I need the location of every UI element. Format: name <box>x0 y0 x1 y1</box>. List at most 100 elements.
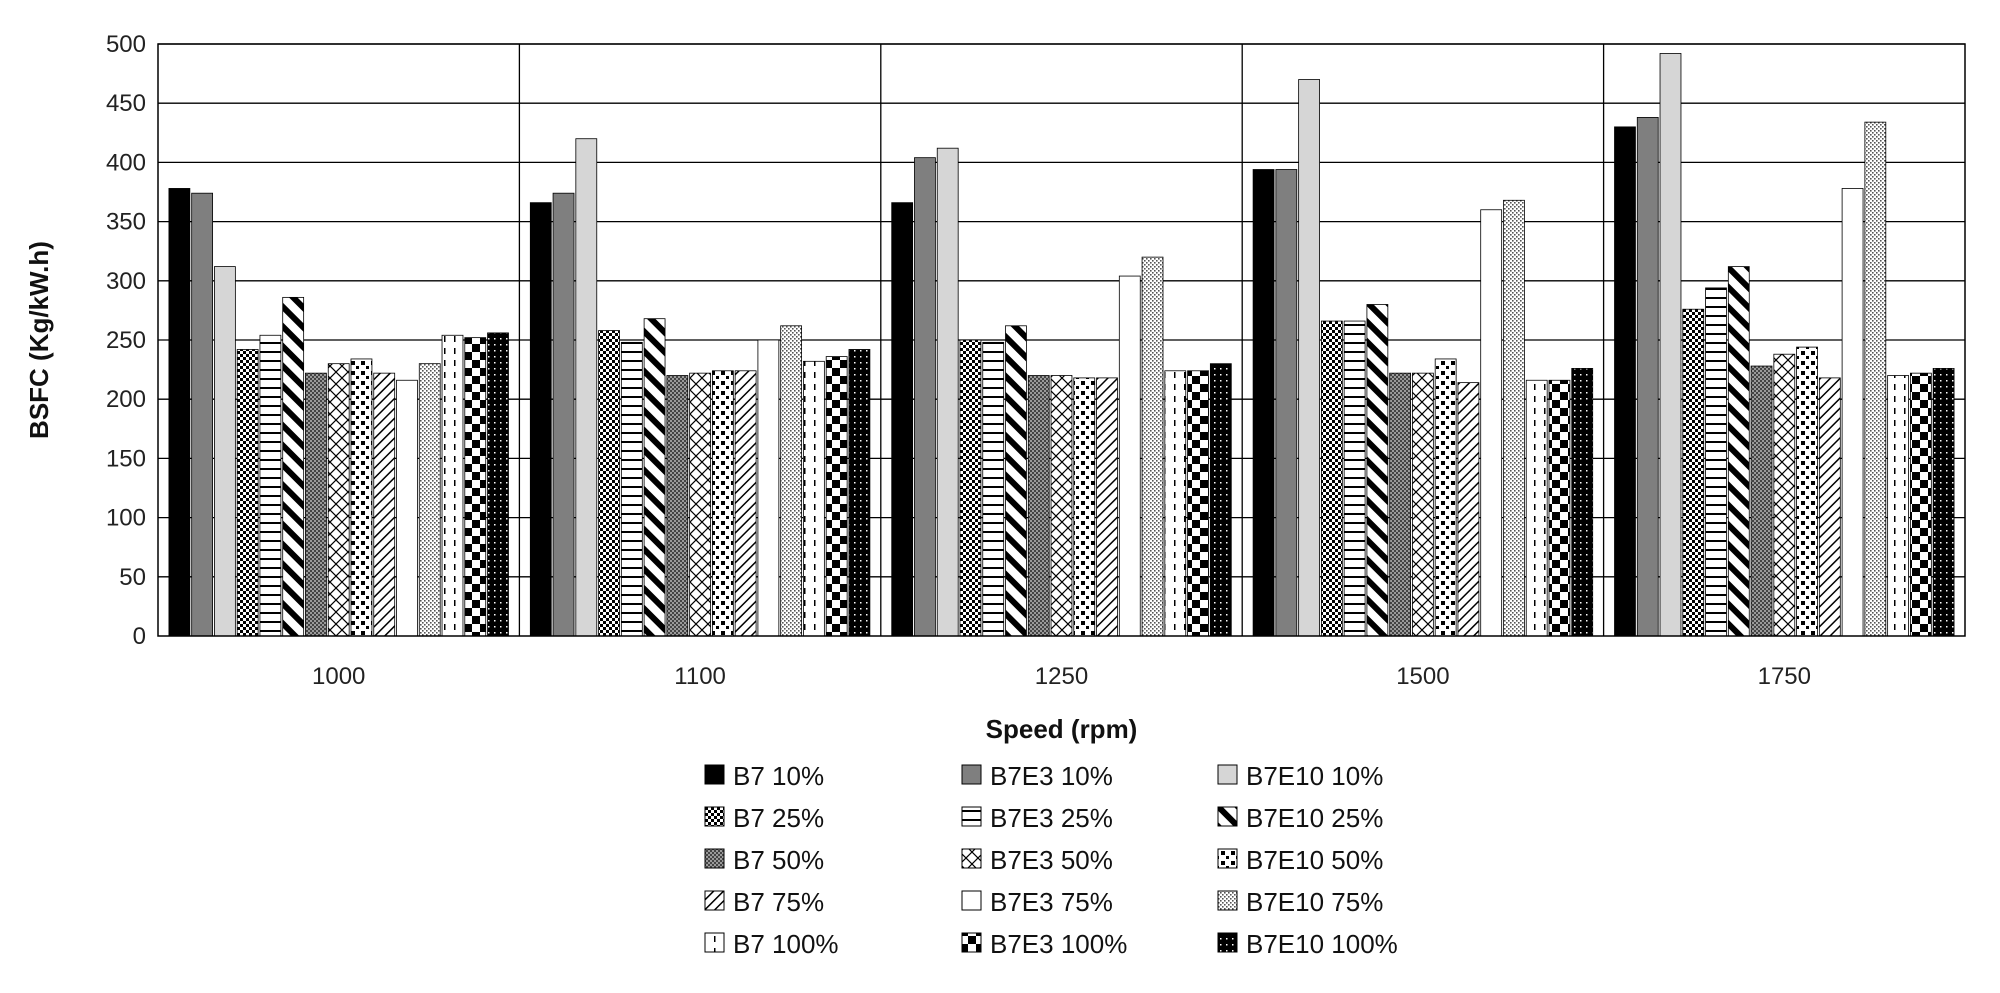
bar <box>487 332 509 637</box>
bar <box>1636 117 1659 637</box>
legend-swatch <box>1217 890 1238 911</box>
y-tick-label: 200 <box>106 386 146 413</box>
bar <box>1480 209 1503 637</box>
bar <box>418 363 441 637</box>
bar <box>620 341 643 637</box>
y-axis-title: BSFC (Kg/kW.h) <box>24 241 54 439</box>
legend-swatch <box>704 890 725 911</box>
legend-label: B7 10% <box>733 761 824 791</box>
y-tick-label: 300 <box>106 268 146 295</box>
bar <box>1887 375 1909 637</box>
bar <box>891 202 914 637</box>
bar <box>1164 370 1187 637</box>
bar <box>848 349 871 637</box>
bar <box>1525 379 1548 637</box>
legend-label: B7E3 25% <box>990 803 1113 833</box>
bar <box>464 337 487 637</box>
bar <box>1320 320 1343 637</box>
bar <box>1909 372 1932 637</box>
plot-frame <box>157 43 1966 637</box>
legend-label: B7 75% <box>733 887 824 917</box>
bar <box>214 266 236 637</box>
bar <box>1571 368 1594 637</box>
legend-swatch <box>704 764 725 785</box>
legend-label: B7E10 100% <box>1246 929 1398 959</box>
bar <box>1275 169 1298 637</box>
bar <box>1705 287 1727 637</box>
bar <box>1841 188 1864 637</box>
x-tick-label: 1100 <box>674 663 726 690</box>
bar <box>825 356 848 637</box>
y-tick-label: 400 <box>106 149 146 176</box>
legend-label: B7 25% <box>733 803 824 833</box>
bar <box>1005 325 1027 637</box>
legend-label: B7E10 25% <box>1246 803 1383 833</box>
bar <box>959 339 982 637</box>
legend-swatch <box>961 848 982 869</box>
bar <box>1864 121 1887 637</box>
legend-swatch <box>1217 932 1238 953</box>
bar <box>1073 377 1096 637</box>
bar <box>305 372 327 637</box>
legend-label: B7 50% <box>733 845 824 875</box>
bar <box>982 341 1005 637</box>
bar <box>1727 266 1750 637</box>
bar <box>1096 377 1118 637</box>
bars <box>168 53 1955 637</box>
legend-label: B7E3 100% <box>990 929 1127 959</box>
bar <box>1366 304 1389 637</box>
bar <box>1050 375 1073 637</box>
bar <box>1750 365 1773 637</box>
y-tick-label: 150 <box>106 445 146 472</box>
legend-swatch <box>704 932 725 953</box>
bar <box>734 370 757 637</box>
bar <box>396 379 418 637</box>
x-tick-label: 1500 <box>1396 663 1449 690</box>
bar <box>1027 375 1050 637</box>
legend-label: B7 100% <box>733 929 839 959</box>
legend-label: B7E10 75% <box>1246 887 1383 917</box>
x-axis-title: Speed (rpm) <box>986 714 1138 744</box>
legend-swatch <box>961 806 982 827</box>
bar <box>1389 372 1412 637</box>
bar <box>191 192 214 637</box>
legend-swatch <box>704 806 725 827</box>
bar <box>1141 256 1164 637</box>
legend-swatch <box>1217 848 1238 869</box>
bar <box>1187 370 1209 637</box>
bar <box>643 318 666 637</box>
y-tick-label: 0 <box>133 623 146 650</box>
legend-swatch <box>1217 764 1238 785</box>
bar <box>711 370 734 637</box>
x-tick-label: 1250 <box>1035 663 1088 690</box>
bar <box>282 296 305 637</box>
bar <box>598 330 620 637</box>
bar <box>914 157 936 637</box>
y-tick-label: 500 <box>106 31 146 58</box>
bar <box>689 372 711 637</box>
bar <box>1503 199 1525 637</box>
legend-label: B7E3 10% <box>990 761 1113 791</box>
x-tick-label: 1750 <box>1758 663 1811 690</box>
legend-label: B7E3 50% <box>990 845 1113 875</box>
y-tick-label: 100 <box>106 505 146 532</box>
bar <box>1434 358 1457 637</box>
bar <box>1773 353 1796 637</box>
legend-label: B7E10 10% <box>1246 761 1383 791</box>
bar <box>1932 368 1955 637</box>
bar <box>1209 363 1232 637</box>
bar <box>1548 379 1571 637</box>
bar <box>1614 126 1636 637</box>
legend-swatch <box>1217 806 1238 827</box>
bar <box>259 334 282 637</box>
legend-swatch <box>704 848 725 869</box>
legend-label: B7E10 50% <box>1246 845 1383 875</box>
y-tick-label: 250 <box>106 327 146 354</box>
bar <box>757 339 780 637</box>
bar <box>1659 53 1682 637</box>
bar <box>1457 382 1480 637</box>
bar <box>1298 79 1320 637</box>
bar <box>350 358 373 637</box>
bar <box>780 325 803 637</box>
